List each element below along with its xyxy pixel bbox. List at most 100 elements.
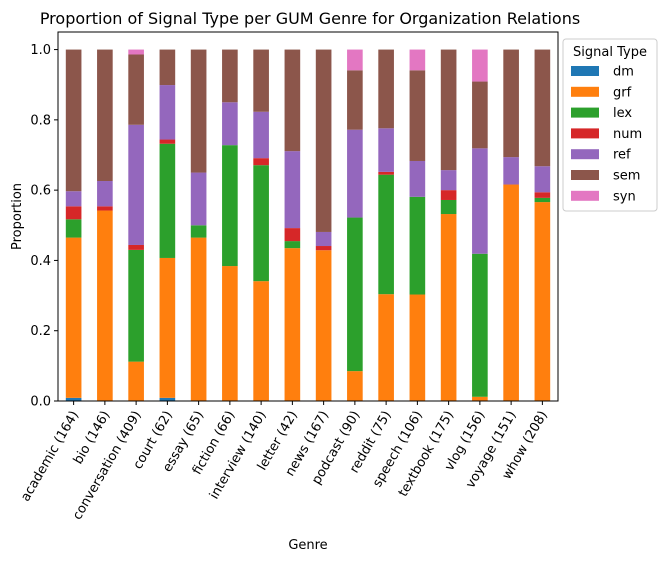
bar-segment-lex: [159, 143, 176, 258]
legend-swatch-sem: [571, 170, 599, 180]
bar-segment-num: [284, 228, 301, 242]
bars-layer: [65, 49, 551, 401]
bar-segment-grf: [440, 214, 457, 401]
bar-segment-syn: [128, 49, 144, 55]
legend-title: Signal Type: [573, 45, 647, 60]
bar-segment-sem: [222, 49, 238, 103]
bar-segment-lex: [472, 253, 488, 397]
bar-segment-lex: [284, 241, 301, 249]
bar-segment-syn: [409, 49, 426, 71]
bar-segment-dm: [65, 397, 82, 401]
legend-label-syn: syn: [613, 189, 636, 204]
plot-frame: [57, 31, 559, 402]
bar-segment-grf: [253, 281, 269, 401]
bar-segment-lex: [253, 165, 269, 282]
y-tick-label: 0.2: [30, 324, 51, 339]
bar-segment-lex: [128, 249, 144, 362]
bar-segment-ref: [284, 151, 301, 229]
bar-segment-num: [159, 139, 176, 144]
legend-label-ref: ref: [613, 148, 631, 163]
legend-swatch-grf: [571, 86, 599, 97]
bar-segment-num: [65, 206, 82, 220]
legend-label-dm: dm: [613, 65, 634, 80]
bar-segment-lex: [190, 225, 207, 238]
bar-segment-ref: [378, 128, 394, 172]
legend-swatch-lex: [571, 107, 599, 118]
bar-segment-sem: [534, 49, 551, 167]
legend-box: [562, 38, 658, 212]
bar-segment-ref: [159, 85, 176, 140]
bar-segment-sem: [65, 49, 82, 192]
legend-swatch-ref: [571, 149, 599, 160]
legend-items: dm grf lex num ref sem syn: [571, 65, 642, 204]
bar-segment-ref: [253, 111, 269, 159]
bar-segment-sem: [409, 70, 426, 161]
bar-segment-sem: [440, 49, 457, 171]
bar-segment-ref: [97, 181, 113, 207]
y-axis: 0.0 0.2 0.4 0.6 0.8 1.0: [30, 43, 58, 410]
legend-swatch-syn: [571, 190, 599, 201]
bar-segment-sem: [503, 49, 519, 158]
bar-segment-ref: [128, 124, 144, 245]
bar-segment-num: [253, 158, 269, 166]
bar-segment-sem: [128, 54, 144, 125]
bar-segment-grf: [378, 294, 394, 401]
bar-segment-grf: [128, 361, 144, 401]
bar-segment-grf: [534, 202, 551, 401]
bar-segment-grf: [222, 266, 238, 401]
bar-segment-num: [378, 171, 394, 175]
y-tick-label: 0.6: [30, 184, 51, 199]
bar-segment-ref: [503, 157, 519, 185]
bar-segment-ref: [472, 148, 488, 254]
bar-segment-sem: [97, 49, 113, 181]
bar-segment-grf: [65, 237, 82, 398]
bar-segment-ref: [65, 191, 82, 207]
bar-segment-syn: [347, 49, 363, 71]
y-axis-label: Proportion: [10, 183, 25, 250]
bar-segment-sem: [159, 49, 176, 86]
legend-label-sem: sem: [613, 169, 640, 184]
legend-label-grf: grf: [613, 85, 632, 100]
x-axis: academic (164)bio (146)conversation (409…: [18, 401, 551, 523]
bar-segment-lex: [378, 174, 394, 295]
bar-segment-sem: [315, 49, 332, 232]
y-tick-label: 0.8: [30, 113, 51, 128]
bar-segment-ref: [315, 231, 332, 247]
bar-segment-grf: [409, 294, 426, 401]
legend: Signal Type dm grf lex num ref sem syn: [562, 38, 658, 212]
y-tick-label: 0.0: [30, 395, 51, 410]
bar-segment-num: [315, 246, 332, 251]
bar-segment-num: [440, 190, 457, 200]
bar-segment-ref: [222, 102, 238, 146]
bar-segment-num: [97, 206, 113, 211]
bar-segment-sem: [347, 70, 363, 130]
legend-swatch-num: [571, 128, 599, 139]
bar-segment-sem: [472, 81, 488, 149]
bar-segment-num: [128, 244, 144, 250]
bar-segment-lex: [347, 217, 363, 372]
bar-segment-ref: [409, 160, 426, 197]
bar-segment-grf: [190, 237, 207, 401]
bar-segment-grf: [472, 396, 488, 401]
bar-segment-sem: [190, 49, 207, 173]
bar-segment-lex: [440, 199, 457, 215]
bar-segment-ref: [534, 166, 551, 193]
bar-segment-ref: [440, 170, 457, 191]
bar-segment-grf: [97, 210, 113, 401]
bar-segment-sem: [378, 49, 394, 129]
bar-segment-grf: [284, 248, 301, 401]
bar-segment-grf: [503, 184, 519, 401]
bar-segment-lex: [222, 145, 238, 267]
y-tick-label: 0.4: [30, 254, 51, 269]
bar-segment-dm: [159, 397, 176, 401]
bar-segment-lex: [534, 197, 551, 203]
bar-segment-grf: [315, 250, 332, 401]
bar-segment-num: [534, 192, 551, 198]
y-tick-label: 1.0: [30, 43, 51, 58]
bar-segment-syn: [472, 49, 488, 82]
bar-segment-grf: [347, 371, 363, 401]
bar-segment-lex: [65, 219, 82, 238]
legend-swatch-dm: [571, 66, 599, 76]
